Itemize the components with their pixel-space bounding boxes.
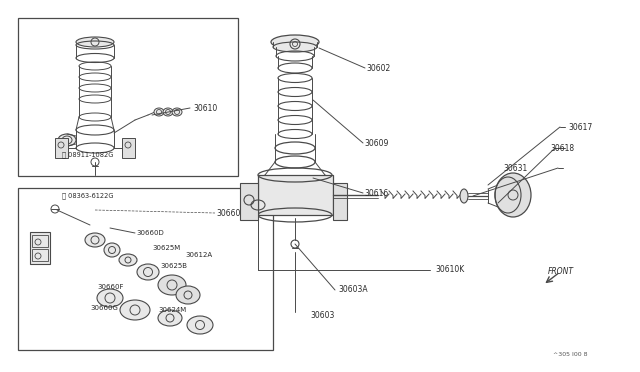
Ellipse shape xyxy=(495,173,531,217)
Text: 30660G: 30660G xyxy=(90,305,118,311)
Ellipse shape xyxy=(176,286,200,304)
Bar xyxy=(333,183,347,220)
Ellipse shape xyxy=(271,35,319,49)
Text: 30612A: 30612A xyxy=(185,252,212,258)
Text: 30624M: 30624M xyxy=(158,307,186,313)
Text: 30610: 30610 xyxy=(193,103,217,112)
Text: 30609: 30609 xyxy=(364,138,388,148)
Ellipse shape xyxy=(85,233,105,247)
Text: 30610K: 30610K xyxy=(435,266,464,275)
Text: 30660D: 30660D xyxy=(136,230,164,236)
Text: 30660F: 30660F xyxy=(97,284,124,290)
Ellipse shape xyxy=(137,264,159,280)
Text: Ⓢ 08363-6122G: Ⓢ 08363-6122G xyxy=(62,193,113,199)
Text: Ⓝ 08911-1082G: Ⓝ 08911-1082G xyxy=(62,152,113,158)
Ellipse shape xyxy=(104,243,120,257)
Bar xyxy=(122,138,135,158)
Bar xyxy=(18,18,238,176)
Text: 30618: 30618 xyxy=(550,144,574,153)
Text: 30603: 30603 xyxy=(310,311,334,320)
Ellipse shape xyxy=(58,134,76,146)
Bar xyxy=(258,175,333,215)
Ellipse shape xyxy=(97,289,123,307)
Ellipse shape xyxy=(187,316,213,334)
Ellipse shape xyxy=(76,37,114,47)
Bar xyxy=(55,138,68,158)
Text: 30625B: 30625B xyxy=(160,263,187,269)
Bar xyxy=(240,183,258,220)
Text: 30603A: 30603A xyxy=(338,285,367,295)
Bar xyxy=(32,235,48,247)
Text: ^305 I00 8: ^305 I00 8 xyxy=(553,353,588,357)
Ellipse shape xyxy=(154,108,164,116)
Text: 30617: 30617 xyxy=(568,122,592,131)
Bar xyxy=(18,188,273,350)
Text: 30631: 30631 xyxy=(503,164,527,173)
Text: FRONT: FRONT xyxy=(548,267,574,276)
Text: 30660: 30660 xyxy=(216,208,241,218)
Text: 30602: 30602 xyxy=(366,64,390,73)
Bar xyxy=(32,249,48,261)
Ellipse shape xyxy=(273,42,317,52)
Bar xyxy=(30,232,50,264)
Ellipse shape xyxy=(460,189,468,203)
Ellipse shape xyxy=(119,254,137,266)
Text: 30616: 30616 xyxy=(364,189,388,198)
Ellipse shape xyxy=(172,108,182,116)
Ellipse shape xyxy=(158,275,186,295)
Text: 30625M: 30625M xyxy=(152,245,180,251)
Ellipse shape xyxy=(163,108,173,116)
Ellipse shape xyxy=(158,310,182,326)
Ellipse shape xyxy=(120,300,150,320)
